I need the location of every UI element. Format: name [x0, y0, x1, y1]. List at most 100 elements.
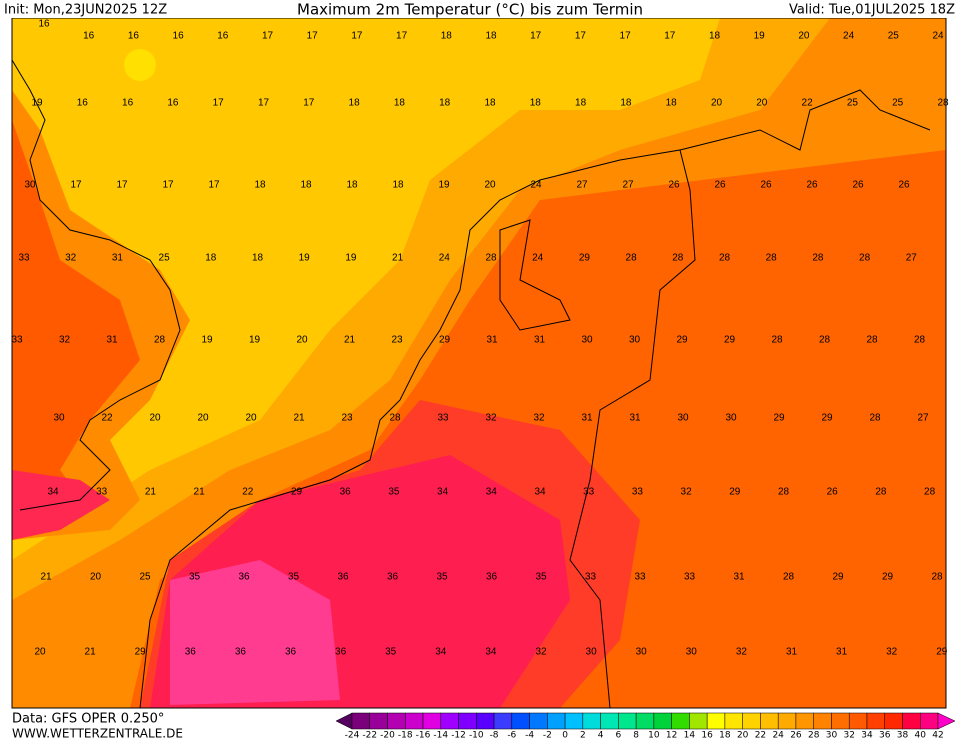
temperature-label: 28 [914, 335, 926, 346]
colorbar-tick-label: 16 [701, 731, 713, 741]
temperature-label: 33 [634, 572, 646, 583]
colorbar-tick-label: -2 [543, 731, 552, 741]
colorbar-box [742, 712, 761, 730]
temperature-label: 32 [535, 647, 547, 658]
temperature-label: 17 [303, 98, 315, 109]
temperature-label: 29 [676, 335, 688, 346]
temperature-label: 28 [859, 253, 871, 264]
temperature-label: 17 [351, 31, 363, 42]
temperature-label: 30 [629, 335, 641, 346]
colorbar-box [511, 712, 530, 730]
colorbar-box [440, 712, 459, 730]
temperature-label: 20 [798, 31, 810, 42]
coast-continent [139, 149, 696, 709]
temperature-label: 36 [486, 572, 498, 583]
colorbar-box [547, 712, 566, 730]
temperature-label: 19 [249, 335, 261, 346]
colorbar-box [902, 712, 921, 730]
temperature-label: 28 [485, 253, 497, 264]
site-name: WWW.WETTERZENTRALE.DE [12, 727, 183, 741]
temperature-label: 34 [486, 487, 498, 498]
temperature-label: 27 [906, 253, 918, 264]
temperature-label: 32 [886, 647, 898, 658]
colorbar-tick-label: 8 [633, 731, 639, 741]
temperature-label: 18 [252, 253, 264, 264]
colorbar-tick-label: -4 [525, 731, 534, 741]
temperature-label: 29 [936, 647, 948, 658]
colorbar-tick-label: -8 [490, 731, 499, 741]
temperature-label: 20 [34, 647, 46, 658]
temperature-label: 24 [843, 31, 855, 42]
temperature-label: 21 [194, 487, 206, 498]
temperature-label: 30 [725, 413, 737, 424]
temperature-label: 18 [346, 180, 358, 191]
colorbar-box [600, 712, 619, 730]
temperature-label: 24 [532, 253, 544, 264]
colorbar-box [671, 712, 690, 730]
temperature-label: 27 [576, 180, 588, 191]
temperature-label: 17 [208, 180, 220, 191]
colorbar-box [689, 712, 708, 730]
temperature-label: 24 [530, 180, 542, 191]
colorbar-tick-label: 12 [666, 731, 677, 741]
temperature-label: 23 [341, 413, 353, 424]
colorbar-tick-label: -12 [451, 731, 466, 741]
valid-text: Valid: Tue,01JUL2025 18Z [789, 3, 955, 18]
temperature-label: 21 [40, 572, 52, 583]
temperature-label: 28 [924, 487, 936, 498]
temperature-label: 25 [892, 98, 904, 109]
colorbar-box [618, 712, 637, 730]
temperature-label: 29 [773, 413, 785, 424]
temperature-label: 35 [388, 487, 400, 498]
colorbar-tick-label: -16 [416, 731, 431, 741]
colorbar-tick-label: -10 [469, 731, 484, 741]
temperature-label: 32 [65, 253, 77, 264]
colorbar-box [813, 712, 832, 730]
colorbar-tick-label: 28 [808, 731, 820, 741]
temperature-label: 17 [162, 180, 174, 191]
temperature-label: 28 [766, 253, 778, 264]
temperature-label: 31 [581, 413, 593, 424]
temperature-label: 32 [59, 335, 71, 346]
temperature-label: 35 [535, 572, 547, 583]
temperature-label: 28 [875, 487, 887, 498]
temperature-label: 18 [575, 98, 587, 109]
temperature-label: 18 [205, 253, 217, 264]
temperature-label: 33 [437, 413, 449, 424]
temperature-label: 19 [201, 335, 213, 346]
colorbar-tick-label: -14 [433, 731, 448, 741]
colorbar-tick-label: 32 [843, 731, 854, 741]
temperature-label: 35 [189, 572, 201, 583]
temperature-label: 16 [217, 31, 229, 42]
temperature-label: 16 [83, 31, 95, 42]
colorbar-tick-label: 34 [861, 731, 873, 741]
temperature-label: 32 [533, 413, 545, 424]
temperature-label: 31 [112, 253, 124, 264]
temperature-label: 35 [288, 572, 300, 583]
temperature-label: 31 [106, 335, 118, 346]
field-gb-red [12, 120, 140, 520]
temperature-label: 18 [394, 98, 406, 109]
temperature-label: 32 [485, 413, 497, 424]
temperature-label: 18 [441, 31, 453, 42]
temperature-label: 33 [684, 572, 696, 583]
field-magenta [170, 560, 340, 705]
temperature-label: 20 [197, 413, 209, 424]
temperature-label: 21 [293, 413, 305, 424]
temperature-label: 34 [47, 487, 59, 498]
temperature-label: 28 [719, 253, 731, 264]
colorbar-tick-label: 40 [915, 731, 927, 741]
colorbar-box [919, 712, 939, 730]
temperature-label: 24 [932, 31, 944, 42]
temperature-label: 29 [439, 335, 451, 346]
temperature-label: 16 [122, 98, 134, 109]
temperature-label: 17 [307, 31, 319, 42]
temperature-label: 22 [101, 413, 113, 424]
temperature-label: 31 [534, 335, 546, 346]
temperature-label: 27 [917, 413, 929, 424]
temperature-label: 28 [819, 335, 831, 346]
temperature-label: 17 [70, 180, 82, 191]
colorbar-box [653, 712, 672, 730]
colorbar-box [777, 712, 797, 730]
colorbar-box [724, 712, 743, 730]
